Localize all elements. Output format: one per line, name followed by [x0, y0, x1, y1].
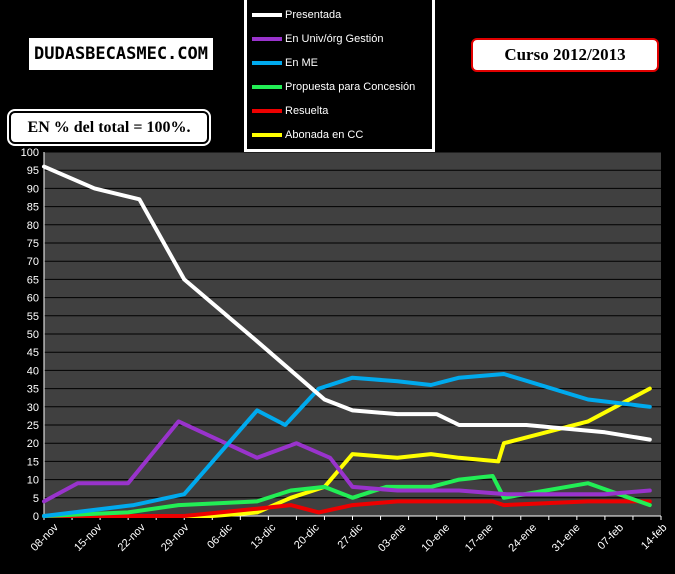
chart-legend: Presentada En Univ/órg Gestión En ME Propue…: [244, 0, 435, 152]
y-tick-label: 50: [27, 329, 39, 341]
x-tick-label: 08-nov: [29, 521, 62, 554]
y-tick-label: 65: [27, 274, 39, 286]
x-tick-label: 22-nov: [116, 521, 149, 554]
legend-label: Resuelta: [285, 105, 329, 117]
y-tick-label: 35: [27, 384, 39, 396]
series-line-2: [42, 372, 652, 518]
x-tick-label: 07-feb: [595, 522, 626, 553]
legend-swatch: [252, 37, 282, 41]
legend-swatch: [252, 13, 282, 17]
y-tick-label: 25: [27, 420, 39, 432]
y-tick-label: 15: [27, 456, 39, 468]
series-line-5: [42, 386, 652, 518]
x-tick-label: 20-dic: [292, 521, 322, 551]
legend-label: Propuesta para Concesión: [285, 81, 416, 93]
y-tick-label: 45: [27, 347, 39, 359]
y-tick-label: 20: [27, 438, 39, 450]
x-tick-label: 31-ene: [550, 522, 583, 555]
x-tick-label: 29-nov: [159, 521, 192, 554]
course-label: Curso 2012/2013: [471, 38, 659, 72]
y-tick-label: 100: [21, 147, 39, 159]
x-tick-label: 17-ene: [463, 522, 496, 555]
y-tick-label: 95: [27, 165, 39, 177]
brand-label: DUDASBECASMEC.COM: [29, 38, 213, 70]
legend-swatch: [252, 85, 282, 89]
x-tick-label: 14-feb: [639, 522, 670, 553]
legend-item: Propuesta para Concesión: [252, 77, 415, 97]
y-tick-label: 10: [27, 475, 39, 487]
y-tick-label: 30: [27, 402, 39, 414]
legend-item: Presentada: [252, 5, 341, 25]
y-tick-label: 60: [27, 293, 39, 305]
note-label: EN % del total = 100%.: [9, 111, 209, 144]
y-tick-label: 5: [33, 493, 39, 505]
legend-swatch: [252, 61, 282, 65]
legend-item: En Univ/órg Gestión: [252, 29, 383, 49]
x-tick-label: 24-ene: [506, 522, 539, 555]
series-line-4: [42, 499, 652, 518]
y-tick-label: 55: [27, 311, 39, 323]
legend-item: En ME: [252, 53, 318, 73]
legend-swatch: [252, 109, 282, 113]
series-line-0: [42, 164, 652, 442]
y-tick-label: 80: [27, 220, 39, 232]
x-tick-label: 03-ene: [376, 522, 409, 555]
legend-label: Abonada en CC: [285, 129, 364, 141]
y-tick-label: 0: [33, 511, 39, 523]
y-tick-label: 70: [27, 256, 39, 268]
series-line-1: [42, 419, 652, 504]
legend-swatch: [252, 133, 282, 137]
y-tick-label: 75: [27, 238, 39, 250]
legend-item: Resuelta: [252, 101, 328, 121]
x-tick-label: 27-dic: [336, 521, 366, 551]
y-tick-label: 85: [27, 202, 39, 214]
x-tick-label: 06-dic: [205, 521, 235, 551]
y-tick-label: 40: [27, 365, 39, 377]
legend-label: En ME: [285, 57, 319, 69]
x-tick-label: 13-dic: [249, 521, 279, 551]
legend-label: Presentada: [285, 9, 342, 21]
y-tick-label: 90: [27, 183, 39, 195]
legend-label: En Univ/órg Gestión: [285, 33, 384, 45]
x-tick-label: 15-nov: [72, 521, 105, 554]
legend-item: Abonada en CC: [252, 125, 363, 145]
x-tick-label: 10-ene: [419, 522, 452, 555]
